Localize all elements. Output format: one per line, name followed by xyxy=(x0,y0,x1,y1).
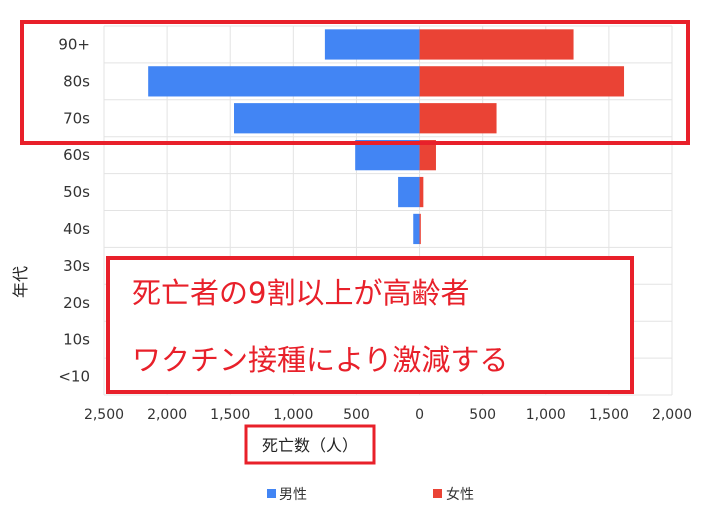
y-tick-label: 30s xyxy=(63,257,90,275)
y-tick-label: 90+ xyxy=(58,35,90,53)
y-axis-labels: 90+ 80s 70s 60s 50s 40s 30s 20s 10s <10 xyxy=(58,35,90,385)
x-tick-label: 1,500 xyxy=(589,407,629,423)
y-tick-label: <10 xyxy=(58,368,90,386)
y-axis-title: 年代 xyxy=(11,266,30,298)
bar-female-3 xyxy=(419,140,436,171)
bar-female-0 xyxy=(419,29,574,60)
x-tick-label: 0 xyxy=(415,407,424,423)
x-tick-label: 1,500 xyxy=(210,407,250,423)
x-tick-label: 2,000 xyxy=(652,407,692,423)
x-axis-labels: 2,500 2,000 1,500 1,000 500 0 500 1,000 1,500 2,0… xyxy=(84,407,692,423)
bars xyxy=(148,29,625,245)
y-tick-label: 80s xyxy=(63,72,90,90)
x-tick-label: 1,000 xyxy=(273,407,313,423)
bar-male-1 xyxy=(148,66,420,97)
y-tick-label: 10s xyxy=(63,331,90,349)
legend-label-male: 男性 xyxy=(279,487,307,503)
bar-female-1 xyxy=(419,66,625,97)
legend-swatch-female xyxy=(433,489,442,498)
legend-label-female: 女性 xyxy=(446,486,474,503)
x-tick-label: 2,500 xyxy=(84,407,124,423)
legend: 男性 女性 xyxy=(267,486,474,503)
bar-female-2 xyxy=(419,103,497,134)
callout-line-1: 死亡者の9割以上が高齢者 xyxy=(132,276,469,310)
x-tick-label: 500 xyxy=(343,407,370,423)
highlight-box-elderly xyxy=(20,20,690,145)
callout-box xyxy=(106,256,634,394)
x-tick-label: 2,000 xyxy=(147,407,187,423)
xlabel-box xyxy=(244,424,376,465)
y-tick-label: 70s xyxy=(63,109,90,127)
y-tick-label: 40s xyxy=(63,220,90,238)
x-tick-label: 500 xyxy=(469,407,496,423)
callout-line-2: ワクチン接種により激減する xyxy=(132,343,508,377)
y-tick-label: 60s xyxy=(63,146,90,164)
y-tick-label: 20s xyxy=(63,294,90,312)
x-tick-label: 1,000 xyxy=(526,407,566,423)
bar-male-2 xyxy=(234,103,420,134)
bar-male-5 xyxy=(413,213,420,245)
x-axis-title: 死亡数（人） xyxy=(262,436,358,455)
bar-male-4 xyxy=(398,176,420,208)
y-tick-label: 50s xyxy=(63,183,90,201)
legend-swatch-male xyxy=(267,489,276,498)
bar-female-4 xyxy=(419,176,424,208)
bar-male-0 xyxy=(324,29,420,60)
bar-female-5 xyxy=(419,213,421,245)
bar-male-3 xyxy=(355,140,420,171)
